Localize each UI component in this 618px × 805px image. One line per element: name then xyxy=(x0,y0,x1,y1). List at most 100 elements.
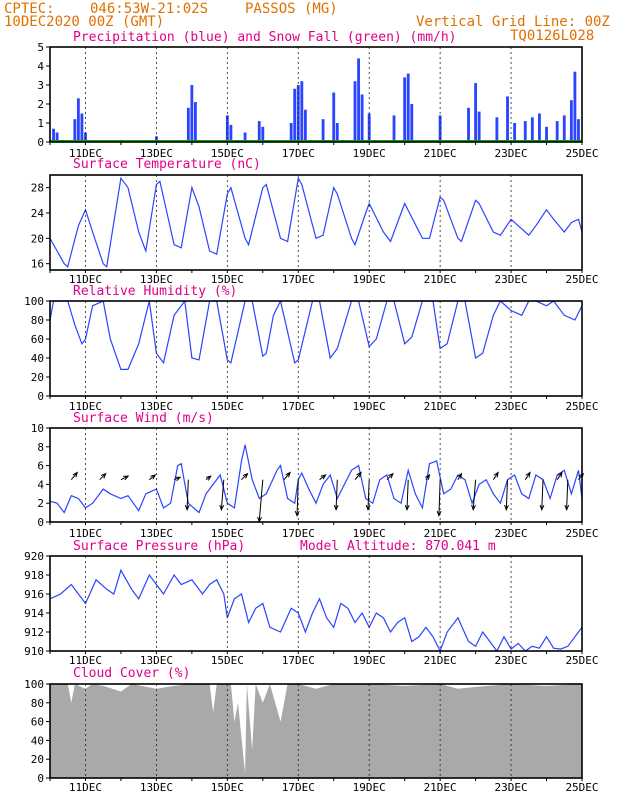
x-tick-label: 15DEC xyxy=(211,781,244,794)
y-tick-label: 920 xyxy=(24,550,44,563)
precip-bar xyxy=(513,123,517,142)
precip-bar xyxy=(321,119,325,142)
precip-bar xyxy=(569,100,573,142)
wind-arrow xyxy=(556,472,563,480)
precip-bar xyxy=(55,132,59,142)
panel-frame xyxy=(49,300,583,397)
y-tick-label: 60 xyxy=(31,333,44,346)
y-tick-label: 40 xyxy=(31,352,44,365)
wind-arrow xyxy=(335,479,338,510)
x-tick-label: 23DEC xyxy=(495,147,528,160)
x-tick-label: 25DEC xyxy=(565,527,598,540)
cloud-area xyxy=(50,684,582,778)
y-tick-label: 24 xyxy=(31,207,45,220)
x-tick-label: 11DEC xyxy=(69,400,102,413)
x-tick-label: 15DEC xyxy=(211,273,244,286)
y-tick-label: 916 xyxy=(24,588,44,601)
x-tick-label: 17DEC xyxy=(282,147,315,160)
precip-bar xyxy=(76,98,80,142)
x-tick-label: 13DEC xyxy=(140,527,173,540)
panel-title: Surface Wind (m/s) xyxy=(73,411,214,426)
wind-arrow-head xyxy=(365,504,371,511)
series-line xyxy=(50,568,582,651)
wind-arrow xyxy=(220,479,225,510)
y-tick-label: 0 xyxy=(37,390,44,403)
wind-arrow-head xyxy=(320,474,327,480)
wind-arrow-head xyxy=(205,475,212,481)
x-tick-label: 13DEC xyxy=(140,781,173,794)
x-tick-label: 13DEC xyxy=(140,400,173,413)
panel-2: Surface Temperature (nC) 16 20 24 28 11DEC 13D… xyxy=(31,157,599,286)
y-tick-label: 4 xyxy=(37,60,44,73)
x-tick-label: 21DEC xyxy=(424,273,457,286)
y-tick-label: 4 xyxy=(37,478,44,491)
header-source: CPTEC: xyxy=(4,1,55,17)
x-tick-label: 19DEC xyxy=(353,400,386,413)
wind-arrow xyxy=(438,479,441,516)
x-tick-label: 25DEC xyxy=(565,147,598,160)
y-tick-label: 80 xyxy=(31,697,44,710)
x-tick-label: 17DEC xyxy=(282,781,315,794)
x-tick-label: 11DEC xyxy=(69,654,102,667)
y-tick-label: 80 xyxy=(31,314,44,327)
y-tick-label: 912 xyxy=(24,626,44,639)
y-tick-label: 6 xyxy=(37,460,44,473)
x-tick-label: 17DEC xyxy=(282,273,315,286)
panel-title: Surface Pressure (hPa) xyxy=(73,539,245,554)
precip-bar xyxy=(577,119,580,142)
wind-arrow-head xyxy=(184,504,190,511)
wind-arrow xyxy=(70,472,78,481)
x-tick-label: 23DEC xyxy=(495,273,528,286)
wind-arrow-head xyxy=(404,504,410,511)
precip-bar xyxy=(190,85,194,142)
wind-arrow-head xyxy=(72,471,79,478)
x-tick-label: 23DEC xyxy=(495,527,528,540)
series-line xyxy=(50,176,582,268)
panel-title: Relative Humidity (%) xyxy=(73,284,237,299)
wind-arrow-head xyxy=(564,504,570,511)
x-tick-label: 23DEC xyxy=(495,654,528,667)
wind-arrow-head xyxy=(471,504,476,511)
precip-bar xyxy=(154,136,158,142)
precip-bar xyxy=(410,104,414,142)
panel-1: Precipitation (blue) and Snow Fall (gree… xyxy=(37,30,598,160)
panel-5: Surface Pressure (hPa) Model Altitude: 87… xyxy=(24,539,598,667)
panel-annotation: Model Altitude: 870.041 m xyxy=(300,539,496,554)
precip-bar xyxy=(293,88,297,142)
x-tick-label: 19DEC xyxy=(353,654,386,667)
wind-arrow-head xyxy=(333,504,339,511)
header-station: PASSOS (MG) xyxy=(245,1,338,17)
y-tick-label: 16 xyxy=(31,258,44,271)
x-tick-label: 15DEC xyxy=(211,147,244,160)
header: CPTEC: 046:53W-21:02S PASSOS (MG) 10DEC2… xyxy=(4,1,610,44)
precip-bar xyxy=(193,102,197,142)
x-tick-label: 15DEC xyxy=(211,654,244,667)
precip-bar xyxy=(406,73,410,142)
precip-bar xyxy=(477,111,481,142)
x-tick-label: 13DEC xyxy=(140,273,173,286)
wind-arrow xyxy=(241,473,248,481)
x-tick-label: 21DEC xyxy=(424,781,457,794)
precip-bar xyxy=(300,81,304,142)
wind-arrow xyxy=(386,473,394,481)
y-tick-label: 40 xyxy=(31,734,44,747)
wind-arrow-head xyxy=(100,472,107,479)
header-model-id: TQ0126L028 xyxy=(510,28,594,44)
header-grid-note: Vertical Grid Line: 00Z xyxy=(416,14,610,30)
wind-arrow xyxy=(186,479,189,510)
wind-arrow-head xyxy=(123,475,130,481)
x-tick-label: 11DEC xyxy=(69,781,102,794)
wind-arrow-head xyxy=(493,471,499,478)
precip-bar xyxy=(243,132,247,142)
panel-4: Surface Wind (m/s) 0 2 4 6 8 10 11DEC 13DEC 15DEC… xyxy=(31,411,599,540)
y-tick-label: 10 xyxy=(31,422,44,435)
x-tick-label: 25DEC xyxy=(565,654,598,667)
precip-bar xyxy=(545,126,548,142)
precip-bar xyxy=(80,113,84,142)
x-tick-label: 15DEC xyxy=(211,400,244,413)
y-tick-label: 3 xyxy=(37,79,44,92)
panel-title: Surface Temperature (nC) xyxy=(73,157,261,172)
x-tick-label: 11DEC xyxy=(69,273,102,286)
wind-arrow-head xyxy=(242,472,249,479)
